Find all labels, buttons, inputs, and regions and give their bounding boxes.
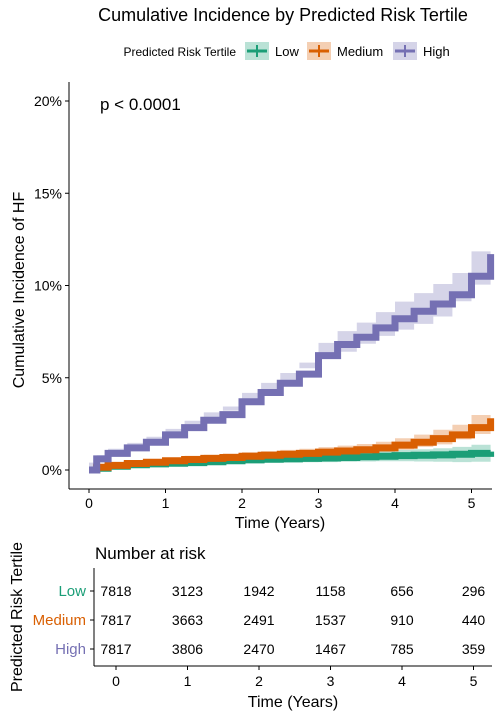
chart-title: Cumulative Incidence by Predicted Risk T…: [98, 5, 468, 25]
risk-table: Number at risk Low 7818 3123 1942 1158 656 296…: [9, 542, 492, 711]
plot-area: 0% 5% 10% 15% 20% 0 1 2 3 4 5 p < 0.0001 Time (Ye…: [11, 82, 495, 532]
risk-cell-medium: 3663: [172, 612, 203, 628]
legend-label-high: High: [423, 44, 450, 59]
x-tick-label: 5: [468, 495, 476, 511]
risk-cell-high: 3806: [172, 641, 203, 657]
risk-cell-low: 1158: [315, 583, 345, 599]
confidence-bands: [89, 223, 491, 470]
risk-table-title: Number at risk: [95, 544, 206, 563]
risk-cell-high: 359: [462, 641, 486, 657]
risk-table-x-tick-label: 5: [470, 673, 478, 689]
risk-cell-medium: 2491: [243, 612, 274, 628]
risk-row-label-high: High: [55, 641, 86, 658]
x-tick-label: 1: [162, 495, 170, 511]
x-tick-label: 2: [238, 495, 246, 511]
curve-medium: [89, 418, 495, 474]
x-axis-label: Time (Years): [235, 515, 325, 532]
risk-table-x-tick-label: 0: [112, 673, 120, 689]
legend-items: Low Medium High: [245, 42, 450, 60]
y-tick-label: 15%: [34, 185, 62, 201]
risk-cell-medium: 1537: [315, 612, 346, 628]
risk-cell-high: 1467: [315, 641, 346, 657]
risk-cell-medium: 7817: [100, 612, 131, 628]
curve-high: [89, 254, 495, 474]
legend-label-low: Low: [275, 44, 299, 59]
y-tick-label: 5%: [42, 370, 62, 386]
legend-title: Predicted Risk Tertile: [124, 45, 237, 59]
risk-cell-high: 2470: [243, 641, 274, 657]
risk-cell-medium: 440: [462, 612, 486, 628]
incidence-curves: [89, 254, 495, 474]
risk-cell-high: 785: [390, 641, 414, 657]
x-axis-ticks: 0 1 2 3 4 5: [85, 489, 476, 511]
risk-table-y-axis-label: Predicted Risk Tertile: [9, 542, 26, 692]
p-value-annotation: p < 0.0001: [100, 95, 181, 114]
risk-table-x-tick-label: 1: [184, 673, 192, 689]
risk-row-label-low: Low: [58, 583, 86, 600]
risk-cell-low: 296: [462, 583, 486, 599]
risk-table-x-tick-label: 2: [255, 673, 263, 689]
y-tick-label: 20%: [34, 93, 62, 109]
risk-table-x-axis-label: Time (Years): [248, 694, 338, 711]
y-axis-label: Cumulative Incidence of HF: [11, 192, 28, 389]
risk-table-x-tick-label: 4: [398, 673, 406, 689]
risk-cell-low: 1942: [243, 583, 274, 599]
risk-cell-high: 7817: [100, 641, 131, 657]
risk-cell-low: 656: [390, 583, 414, 599]
x-tick-label: 0: [85, 495, 93, 511]
ci-band-high: [89, 223, 491, 470]
legend: Predicted Risk Tertile Low Medium High: [124, 42, 450, 60]
risk-cell-low: 7818: [100, 583, 131, 599]
legend-label-medium: Medium: [337, 44, 383, 59]
risk-table-x-tick-label: 3: [327, 673, 335, 689]
y-tick-label: 10%: [34, 278, 62, 294]
risk-row-label-medium: Medium: [33, 612, 86, 629]
risk-cell-medium: 910: [390, 612, 414, 628]
x-tick-label: 4: [391, 495, 399, 511]
risk-table-cells: Low 7818 3123 1942 1158 656 296 Medium 7817 3663 2…: [33, 583, 486, 658]
risk-cell-low: 3123: [172, 583, 203, 599]
y-tick-label: 0%: [42, 462, 62, 478]
risk-table-x-ticks: 0 1 2 3 4 5: [112, 666, 478, 689]
x-tick-label: 3: [315, 495, 323, 511]
y-axis-ticks: 0% 5% 10% 15% 20%: [34, 93, 69, 478]
